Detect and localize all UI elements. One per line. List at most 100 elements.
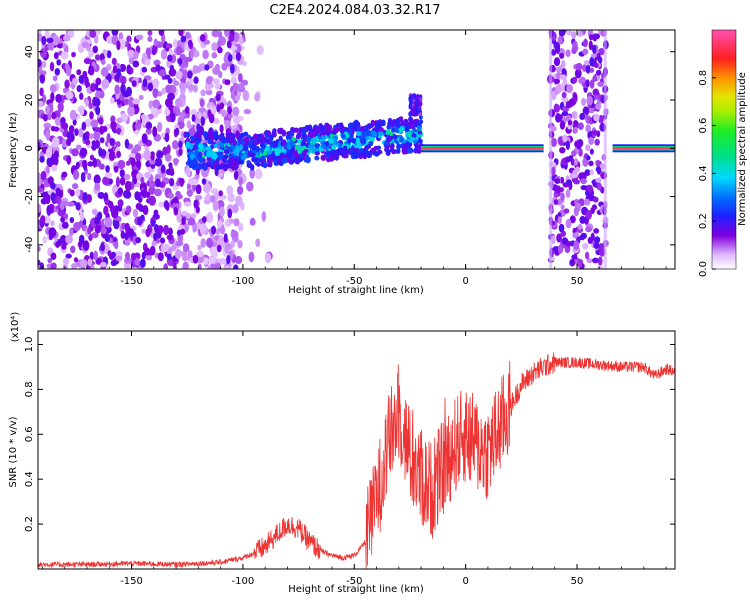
heatmap-cell (88, 50, 94, 58)
heatmap-cell (199, 223, 207, 232)
heatmap-cell (130, 157, 136, 167)
heatmap-cell (47, 257, 53, 264)
heatmap-cell (160, 164, 166, 174)
snr-panel: -150 -100 -50 0 50 0.2 0.4 0.6 0.8 1.0 Height of… (8, 312, 676, 595)
heatmap-cell (353, 151, 360, 159)
heatmap-cell (240, 139, 245, 145)
heatmap-cell (584, 190, 590, 197)
heatmap-cell (551, 90, 557, 101)
heatmap-cell (338, 143, 343, 149)
heatmap-cell (559, 74, 567, 80)
heatmap-cell (211, 30, 220, 38)
heatmap-cell (97, 211, 103, 221)
heatmap-cell (226, 254, 231, 265)
heatmap-cell (181, 210, 188, 216)
heatmap-cell (71, 148, 79, 157)
heatmap-cell (378, 130, 384, 136)
heatmap-cell (228, 113, 233, 119)
heatmap-cell (204, 82, 212, 91)
spectrogram-x-axis-label: Height of straight line (km) (288, 285, 424, 296)
heatmap-cell (79, 107, 85, 116)
heatmap-cell (288, 158, 293, 164)
heatmap-cell (365, 144, 372, 150)
heatmap-cell (193, 133, 200, 139)
heatmap-cell (277, 159, 282, 165)
heatmap-cell (594, 138, 600, 146)
heatmap-cell (191, 114, 196, 122)
heatmap-cell (212, 66, 221, 76)
heatmap-cell (43, 114, 48, 122)
heatmap-cell (219, 206, 225, 217)
heatmap-cell (596, 182, 602, 191)
heatmap-cell (200, 238, 206, 248)
heatmap-cell (168, 48, 174, 57)
heatmap-cell (188, 84, 195, 91)
heatmap-cell (143, 78, 148, 88)
heatmap-cell (92, 45, 99, 54)
heatmap-cell (559, 146, 566, 154)
heatmap-cell (585, 64, 591, 74)
heatmap-cell (82, 191, 88, 202)
heatmap-cell (63, 213, 69, 220)
heatmap-cell (124, 180, 132, 192)
heatmap-cell (573, 206, 579, 217)
heatmap-cell (147, 36, 153, 42)
heatmap-cell (246, 181, 254, 192)
heatmap-cell (553, 57, 561, 67)
heatmap-cell (557, 35, 563, 45)
heatmap-cell (261, 211, 267, 222)
x-tick-label: -100 (232, 276, 255, 287)
heatmap-cell (172, 260, 177, 269)
heatmap-cell (566, 179, 572, 186)
heatmap-cell (117, 159, 126, 170)
heatmap-cell (246, 162, 253, 169)
heatmap-cell (550, 126, 557, 132)
heatmap-cell (116, 68, 121, 79)
heatmap-cell (254, 168, 263, 180)
heatmap-cell (130, 252, 137, 261)
heatmap-cell (394, 118, 400, 124)
heatmap-cell (236, 185, 244, 195)
heatmap-cell (223, 264, 231, 269)
heatmap-cell (141, 133, 148, 144)
y-tick-label: -40 (24, 237, 35, 253)
heatmap-cell (38, 141, 41, 152)
heatmap-cell (154, 223, 159, 234)
heatmap-cell (89, 133, 94, 140)
heatmap-cell (94, 54, 101, 61)
heatmap-cell (104, 234, 110, 243)
heatmap-cell (253, 141, 259, 146)
heatmap-cell (306, 136, 311, 143)
colorbar: 0.0 0.2 0.4 0.6 0.8 Normalized spectral ampl… (698, 29, 748, 277)
heatmap-cell (390, 127, 397, 133)
heatmap-cell (570, 158, 575, 166)
heatmap-cell (340, 133, 346, 139)
heatmap-cell (72, 169, 80, 181)
heatmap-cell (577, 260, 583, 268)
heatmap-cell (263, 161, 268, 169)
heatmap-cell (582, 64, 587, 72)
heatmap-cell (228, 218, 235, 224)
heatmap-cell (159, 237, 166, 244)
heatmap-cell (413, 111, 418, 117)
heatmap-cell (127, 105, 135, 117)
heatmap-cell (571, 254, 578, 260)
heatmap-cell (577, 224, 583, 230)
heatmap-cell (84, 118, 93, 128)
heatmap-cell (64, 79, 70, 89)
heatmap-cell (66, 131, 72, 139)
heatmap-cell (235, 195, 243, 207)
heatmap-cell (79, 92, 84, 100)
heatmap-cell (157, 252, 164, 262)
heatmap-cell (286, 131, 291, 136)
heatmap-cell (196, 251, 204, 257)
heatmap-cell (204, 64, 210, 71)
heatmap-cell (189, 217, 196, 226)
heatmap-cell (259, 142, 265, 148)
heatmap-cell (82, 132, 88, 141)
heatmap-cell (206, 131, 213, 138)
heatmap-cell (114, 205, 119, 212)
heatmap-cell (53, 126, 60, 132)
heatmap-cell (202, 39, 211, 45)
heatmap-cell (595, 69, 602, 76)
